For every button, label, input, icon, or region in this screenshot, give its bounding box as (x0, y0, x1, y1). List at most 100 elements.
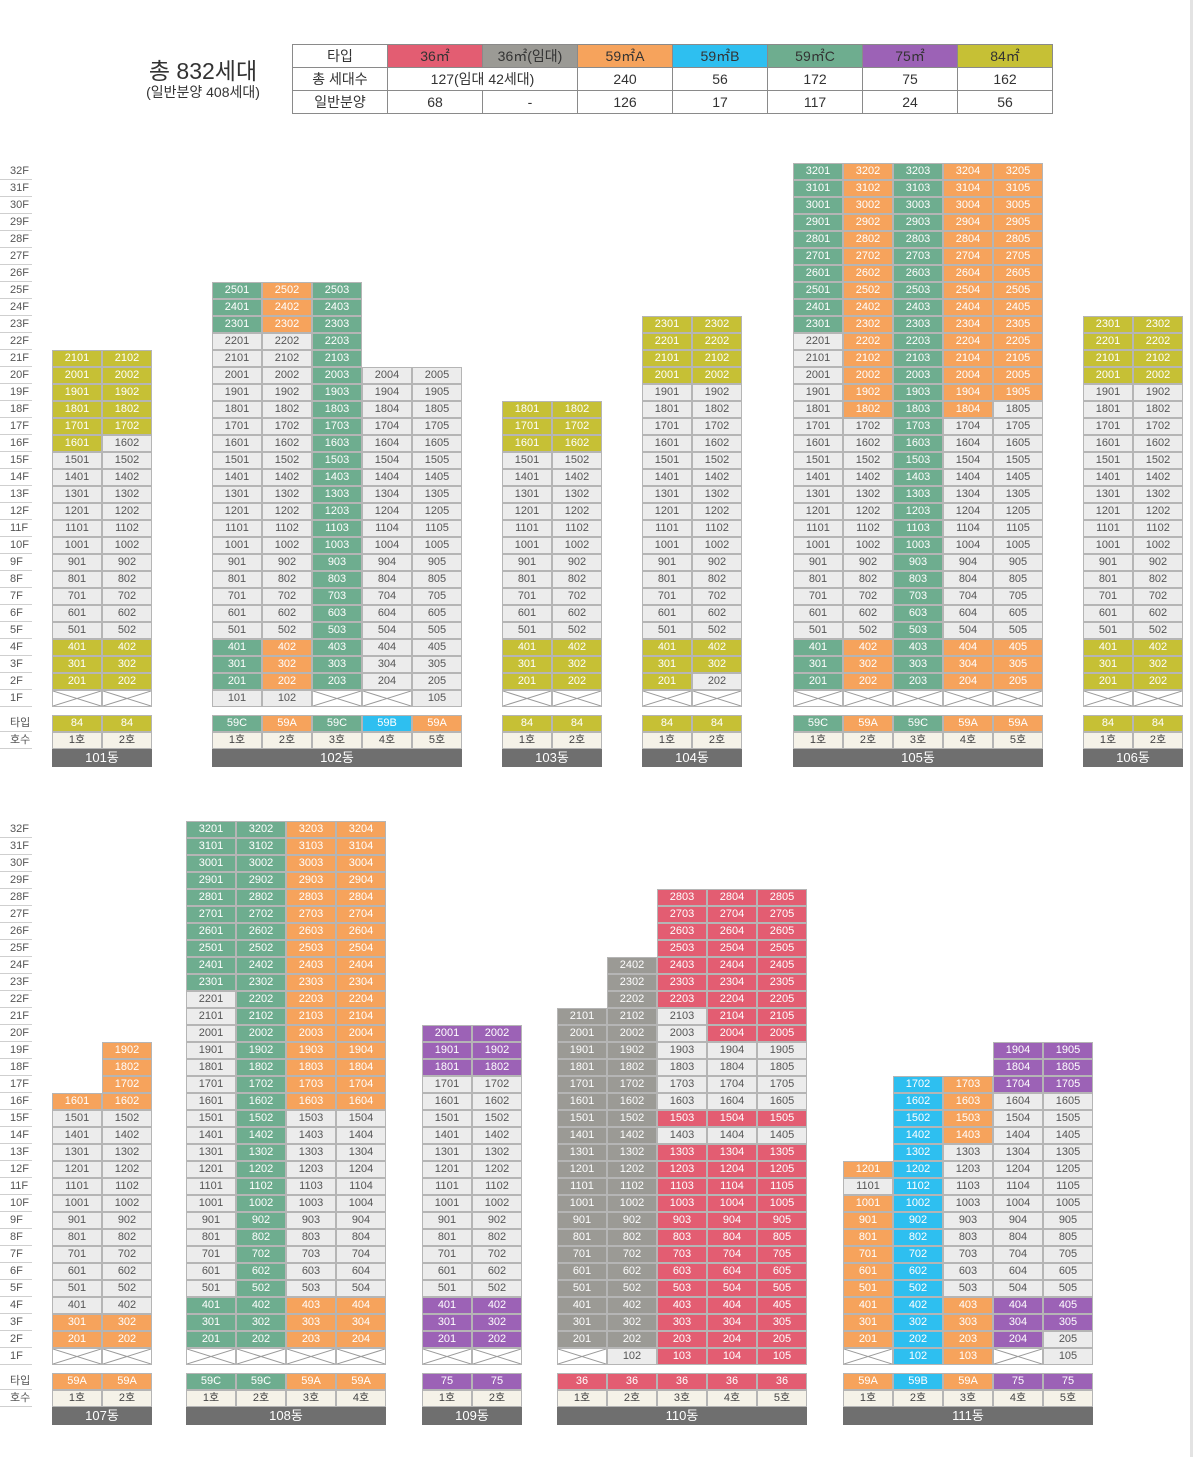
unit-cell: 1403 (657, 1127, 707, 1144)
unit-cell: 2404 (336, 957, 386, 974)
unit-cell: 1702 (236, 1076, 286, 1093)
unit-cell: 1702 (102, 418, 152, 435)
unit-cell: 1503 (657, 1110, 707, 1127)
line-type-cell: 59B (893, 1373, 943, 1390)
unit-cell: 705 (757, 1246, 807, 1263)
unit-cell: 704 (707, 1246, 757, 1263)
line-unit-cell: 4호 (993, 1390, 1043, 1407)
unit-cell (502, 690, 552, 707)
unit-cell: 3104 (943, 180, 993, 197)
unit-cell: 1601 (186, 1093, 236, 1110)
unit-cell: 1202 (236, 1161, 286, 1178)
unit-cell: 1702 (1133, 418, 1183, 435)
unit-cell: 1604 (943, 435, 993, 452)
unit-cell: 602 (692, 605, 742, 622)
unit-cell: 1301 (186, 1144, 236, 1161)
unit-cell: 604 (943, 605, 993, 622)
unit-cell: 1405 (993, 469, 1043, 486)
unit-cell: 1602 (843, 435, 893, 452)
unit-cell: 902 (102, 1212, 152, 1229)
unit-cell: 503 (943, 1280, 993, 1297)
unit-cell: 1205 (1043, 1161, 1093, 1178)
floor-label: 10F (0, 539, 32, 554)
unit-cell: 703 (312, 588, 362, 605)
unit-cell: 1001 (52, 537, 102, 554)
unit-cell: 803 (893, 571, 943, 588)
unit-cell: 603 (286, 1263, 336, 1280)
unit-cell: 2104 (707, 1008, 757, 1025)
unit-cell: 2101 (52, 350, 102, 367)
unit-cell: 2001 (642, 367, 692, 384)
unit-cell: 1805 (412, 401, 462, 418)
unit-cell: 1202 (1133, 503, 1183, 520)
unit-cell: 2201 (212, 333, 262, 350)
unit-cell: 802 (692, 571, 742, 588)
unit-cell: 2601 (793, 265, 843, 282)
empty-unit-cross-icon (1134, 691, 1182, 706)
unit-cell: 1402 (236, 1127, 286, 1144)
unit-cell: 702 (692, 588, 742, 605)
unit-cell: 2002 (472, 1025, 522, 1042)
unit-cell: 401 (642, 639, 692, 656)
unit-cell: 1602 (262, 435, 312, 452)
floor-label: 12F (0, 505, 32, 520)
unit-cell: 904 (993, 1212, 1043, 1229)
floor-label: 28F (0, 233, 32, 248)
unit-cell: 1402 (692, 469, 742, 486)
unit-cell: 804 (336, 1229, 386, 1246)
unit-cell: 302 (692, 656, 742, 673)
unit-cell: 202 (236, 1331, 286, 1348)
unit-cell (472, 1348, 522, 1365)
line-unit-cell: 1호 (557, 1390, 607, 1407)
unit-cell: 803 (312, 571, 362, 588)
unit-cell: 1202 (607, 1161, 657, 1178)
unit-cell: 504 (336, 1280, 386, 1297)
unit-cell: 1005 (993, 537, 1043, 554)
unit-cell: 105 (412, 690, 462, 707)
unit-cell: 301 (52, 656, 102, 673)
line-unit-cell: 1호 (793, 732, 843, 749)
unit-cell: 1501 (422, 1110, 472, 1127)
floor-label: 7F (0, 590, 32, 605)
line-unit-cell: 1호 (1083, 732, 1133, 749)
unit-cell: 1302 (102, 1144, 152, 1161)
unit-cell: 1901 (793, 384, 843, 401)
unit-cell: 402 (692, 639, 742, 656)
unit-cell: 804 (707, 1229, 757, 1246)
unit-cell: 1102 (843, 520, 893, 537)
unit-cell: 505 (1043, 1280, 1093, 1297)
unit-cell: 1604 (993, 1093, 1043, 1110)
line-unit-cell: 3호 (657, 1390, 707, 1407)
unit-cell: 1302 (1133, 486, 1183, 503)
unit-cell: 401 (502, 639, 552, 656)
unit-cell: 703 (893, 588, 943, 605)
unit-cell: 1304 (336, 1144, 386, 1161)
unit-cell: 203 (286, 1331, 336, 1348)
empty-unit-cross-icon (53, 691, 101, 706)
unit-cell: 903 (943, 1212, 993, 1229)
line-type-cell: 75 (1043, 1373, 1093, 1390)
unit-cell: 2301 (642, 316, 692, 333)
unit-cell: 301 (793, 656, 843, 673)
unit-cell: 802 (236, 1229, 286, 1246)
unit-cell: 1602 (893, 1093, 943, 1110)
unit-cell: 101 (212, 690, 262, 707)
unit-cell: 805 (993, 571, 1043, 588)
unit-cell: 2001 (186, 1025, 236, 1042)
unit-cell: 1203 (286, 1161, 336, 1178)
unit-cell: 1402 (102, 1127, 152, 1144)
floor-label: 5F (0, 624, 32, 639)
unit-cell: 301 (557, 1314, 607, 1331)
unit-cell: 1101 (793, 520, 843, 537)
unit-cell: 505 (993, 622, 1043, 639)
unit-cell: 701 (422, 1246, 472, 1263)
unit-cell: 1002 (236, 1195, 286, 1212)
unit-cell (893, 690, 943, 707)
unit-cell (843, 690, 893, 707)
summary-title: 총 832세대 (일반분양 408세대) (130, 58, 276, 101)
unit-cell: 1004 (362, 537, 412, 554)
unit-cell (943, 690, 993, 707)
unit-cell: 2803 (893, 231, 943, 248)
line-type-cell: 36 (607, 1373, 657, 1390)
